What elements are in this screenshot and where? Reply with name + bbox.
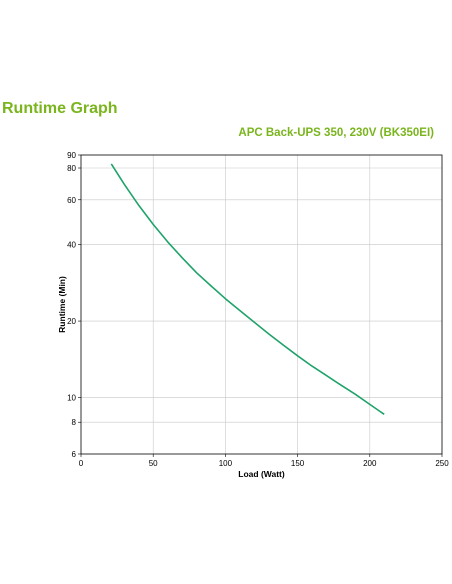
chart-title: APC Back-UPS 350, 230V (BK350EI) (238, 127, 434, 139)
plot-frame (80, 154, 443, 455)
series-layer (110, 163, 385, 415)
x-tick-label: 150 (291, 459, 305, 468)
runtime-series-line (110, 163, 385, 415)
y-tick-label: 80 (67, 164, 76, 173)
y-tick-label: 6 (72, 450, 77, 459)
y-tick-label: 90 (67, 151, 76, 160)
x-tick-label: 0 (79, 459, 84, 468)
grid-layer (81, 155, 442, 454)
x-tick-label: 50 (149, 459, 158, 468)
x-axis-label: Load (Watt) (238, 469, 285, 479)
y-tick-label: 8 (72, 418, 77, 427)
page-title: Runtime Graph (2, 100, 118, 117)
x-tick-label: 100 (219, 459, 233, 468)
y-tick-label: 20 (67, 317, 76, 326)
y-axis-label: Runtime (Min) (57, 276, 67, 333)
x-tick-label: 250 (435, 459, 449, 468)
tick-layer: 0 50 100 150 200 250 6 8 10 20 40 60 80 90 (67, 151, 449, 468)
y-tick-label: 40 (67, 241, 76, 250)
x-tick-label: 200 (363, 459, 377, 468)
y-tick-label: 10 (67, 394, 76, 403)
y-tick-label: 60 (67, 196, 76, 205)
